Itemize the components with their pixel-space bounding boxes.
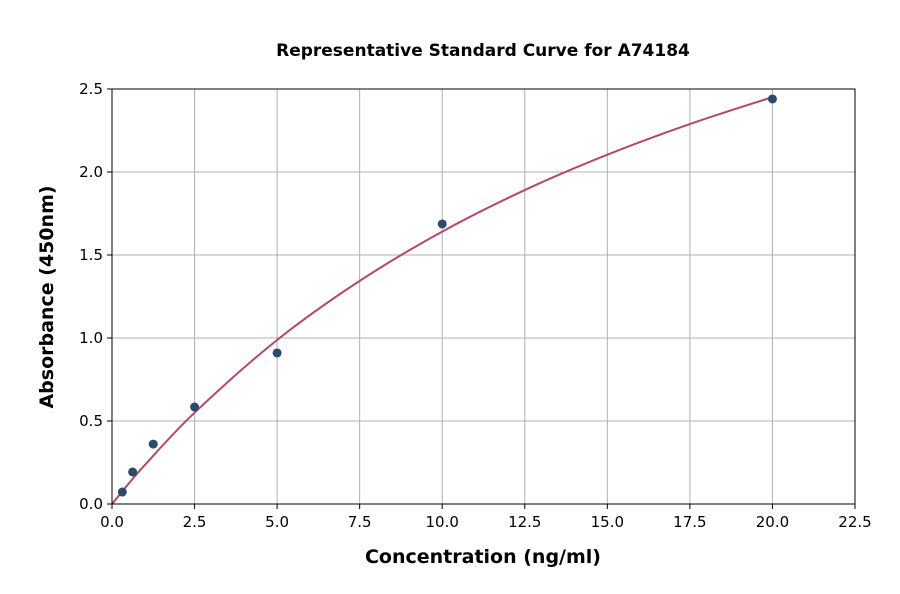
grid xyxy=(111,88,856,505)
y-tick-label: 2.0 xyxy=(79,163,103,181)
fit-curve-line xyxy=(111,96,773,505)
data-point xyxy=(767,94,777,104)
data-point xyxy=(117,487,127,497)
plot-frame xyxy=(111,88,856,505)
x-axis-label: Concentration (ng/ml) xyxy=(365,546,601,568)
data-point xyxy=(437,219,447,229)
x-tick-label: 20.0 xyxy=(756,513,789,531)
x-tick-label: 15.0 xyxy=(591,513,624,531)
y-tick-label: 1.0 xyxy=(79,329,103,347)
chart-title: Representative Standard Curve for A74184 xyxy=(276,41,690,61)
data-points-layer xyxy=(117,94,777,497)
y-tick-label: 2.5 xyxy=(79,80,103,98)
fit-curve-layer xyxy=(111,96,773,505)
x-tick-label: 2.5 xyxy=(183,513,207,531)
y-axis-ticks: 0.0 0.5 1.0 1.5 2.0 2.5 xyxy=(79,80,112,513)
data-point xyxy=(190,402,200,412)
data-point xyxy=(148,439,158,449)
data-point xyxy=(272,348,282,358)
x-tick-label: 0.0 xyxy=(100,513,124,531)
x-tick-label: 7.5 xyxy=(348,513,372,531)
y-tick-label: 0.5 xyxy=(79,412,103,430)
y-axis-label: Absorbance (450nm) xyxy=(36,185,58,408)
y-tick-label: 0.0 xyxy=(79,495,103,513)
data-point xyxy=(128,467,138,477)
x-tick-label: 12.5 xyxy=(508,513,541,531)
x-tick-label: 22.5 xyxy=(838,513,871,531)
x-tick-label: 5.0 xyxy=(265,513,289,531)
y-tick-label: 1.5 xyxy=(79,246,103,264)
x-axis-ticks: 0.0 2.5 5.0 7.5 10.0 12.5 15.0 17.5 20.0 22.5 xyxy=(100,504,872,531)
x-tick-label: 17.5 xyxy=(673,513,706,531)
x-tick-label: 10.0 xyxy=(426,513,459,531)
